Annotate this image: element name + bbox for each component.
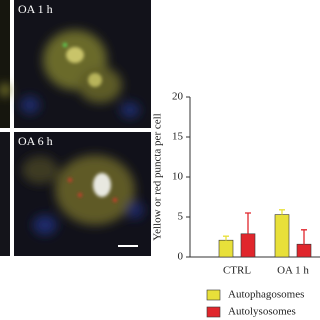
error-bar [245,212,251,234]
legend-label: Autolysosomes [228,306,296,318]
y-tick-label: 20 [172,91,184,103]
error-bar [223,235,229,241]
legend-swatch [206,306,221,318]
bar [296,243,312,258]
error-bar [279,209,285,215]
panel-label: OA 6 h [18,134,53,148]
legend-swatch [206,289,221,301]
x-tick-label: CTRL [223,265,251,277]
error-bar [301,229,307,245]
y-tick-label: 15 [172,131,184,143]
y-tick-label: 0 [178,251,184,263]
micrographs: OA 1 h OA 6 h [0,0,151,256]
x-tick-label: OA 1 h [277,265,309,277]
panel-label: OA 1 h [18,2,53,16]
y-axis-label: Yellow or red puncta per cell [152,113,164,240]
bar [218,239,234,258]
bar [274,214,290,258]
y-tick-label: 5 [178,211,184,223]
y-tick-label: 10 [172,171,184,183]
bar [240,233,256,258]
legend-label: Autophagosomes [228,289,304,301]
